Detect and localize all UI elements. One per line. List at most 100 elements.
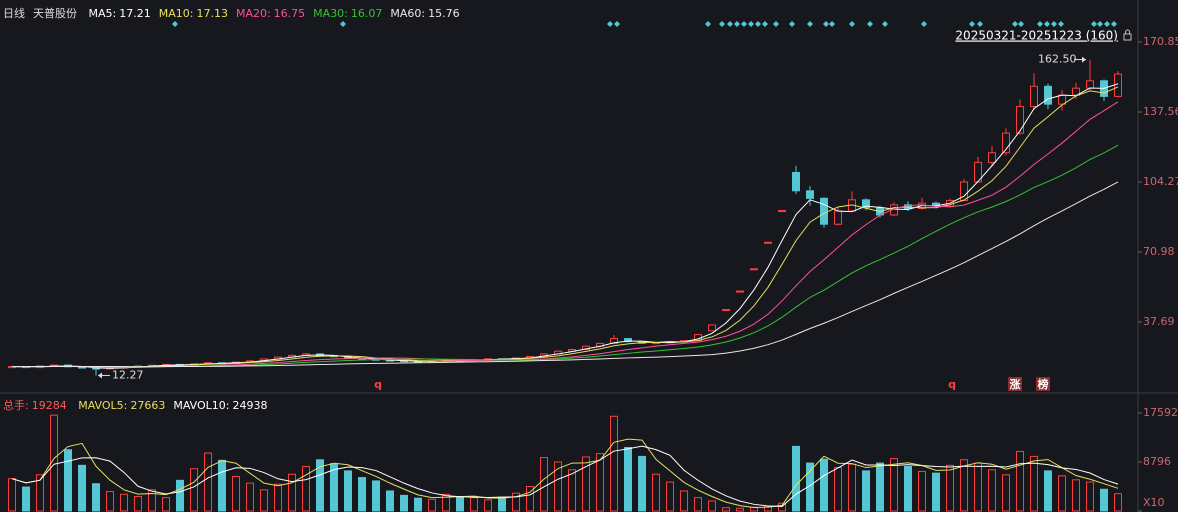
volume-bar [596, 453, 604, 512]
volume-bar [1058, 475, 1066, 512]
volume-bar [1114, 493, 1122, 512]
event-marker [340, 21, 346, 27]
high-arrow-head [1082, 56, 1086, 63]
volume-bar [134, 496, 142, 512]
volume-bar [666, 481, 674, 512]
volume-bar [946, 464, 954, 512]
event-marker [1091, 21, 1097, 27]
y-tick-label: X10 [1143, 496, 1165, 509]
volume-bar [274, 483, 282, 512]
candle-body [792, 171, 800, 192]
volume-bar [974, 462, 982, 512]
candle-body [1044, 85, 1052, 105]
candle-body [806, 190, 814, 199]
volume-bar [526, 485, 534, 512]
y-tick-label: 17592 [1143, 406, 1178, 419]
volume-bar [260, 489, 268, 512]
volume-bar [386, 490, 394, 512]
volume-bar [204, 452, 212, 512]
volume-bar [442, 493, 450, 512]
candle-body [1030, 85, 1038, 107]
volume-ma-line [11, 445, 1119, 507]
legend-name: MAVOL5: [78, 399, 128, 412]
lock-icon [1123, 33, 1132, 41]
candle-body [736, 290, 744, 293]
volume-bar [1002, 474, 1010, 512]
event-marker [849, 21, 855, 27]
marker-box [1036, 377, 1050, 391]
volume-bar [36, 474, 44, 512]
volume-bar [400, 494, 408, 512]
volume-bar [904, 465, 912, 512]
volume-ma-line [11, 438, 1119, 509]
volume-bar [372, 480, 380, 512]
event-marker [607, 21, 613, 27]
volume-bar [414, 497, 422, 512]
candle-body [778, 210, 786, 213]
volume-bar [680, 490, 688, 512]
ma-line [11, 144, 1119, 368]
ma-line [11, 83, 1119, 369]
event-marker [719, 21, 725, 27]
volume-bar [708, 500, 716, 512]
candle-body [722, 309, 730, 312]
marker: q [374, 378, 382, 391]
legend-name: MA30: [313, 7, 348, 20]
event-marker [1018, 21, 1024, 27]
volume-bar [288, 473, 296, 512]
volume-bar [176, 479, 184, 512]
event-marker [921, 21, 927, 27]
volume-bar [428, 498, 436, 512]
volume-bar [890, 458, 898, 512]
legend-name: MA60: [390, 7, 426, 20]
candle-body [750, 268, 758, 271]
event-marker [705, 21, 711, 27]
volume-bar [1044, 470, 1052, 512]
marker: q [948, 378, 956, 391]
volume-bar [246, 482, 254, 512]
volume-bar [862, 470, 870, 512]
volume-bar [624, 446, 632, 512]
event-marker [1012, 21, 1018, 27]
event-marker [755, 21, 761, 27]
stock-name: 天普股份 [33, 7, 77, 20]
volume-bar [750, 506, 758, 512]
volume-bar [106, 491, 114, 512]
volume-header: 总手: 19284 MAVOL5: 27663 MAVOL10: 24938 [3, 397, 276, 413]
volume-bar [218, 459, 226, 512]
legend-value: 17.13 [196, 7, 228, 20]
event-marker [789, 21, 795, 27]
y-tick-label: 37.69 [1143, 315, 1175, 328]
low-arrow-head [98, 372, 102, 379]
candle-body [834, 210, 842, 225]
legend-value: 24938 [232, 399, 268, 412]
volume-bar [834, 467, 842, 512]
volume-bar [1030, 455, 1038, 512]
event-marker [1037, 21, 1043, 27]
volume-bar [190, 468, 198, 512]
volume-bar [652, 473, 660, 512]
candle-body [1072, 87, 1080, 96]
event-marker [1051, 21, 1057, 27]
volume-bar [582, 456, 590, 512]
legend-name: MA10: [158, 7, 194, 20]
event-marker [614, 21, 620, 27]
lock-icon [1125, 29, 1130, 34]
volume-bar [232, 475, 240, 512]
ma-line [11, 86, 1119, 369]
y-tick-label: 104.27 [1143, 175, 1178, 188]
event-marker [823, 21, 829, 27]
event-marker [829, 21, 835, 27]
candle-body [610, 338, 618, 344]
volume-bar [498, 496, 506, 512]
volume-bar [1016, 450, 1024, 512]
event-marker [1104, 21, 1110, 27]
event-marker [969, 21, 975, 27]
volume-bar [792, 445, 800, 512]
volume-bar [316, 459, 324, 512]
volume-name: 总手: [3, 399, 29, 412]
volume-bar [806, 462, 814, 512]
volume-bar [918, 470, 926, 512]
legend-name: MAVOL10: [173, 399, 230, 412]
volume-bar [610, 415, 618, 512]
